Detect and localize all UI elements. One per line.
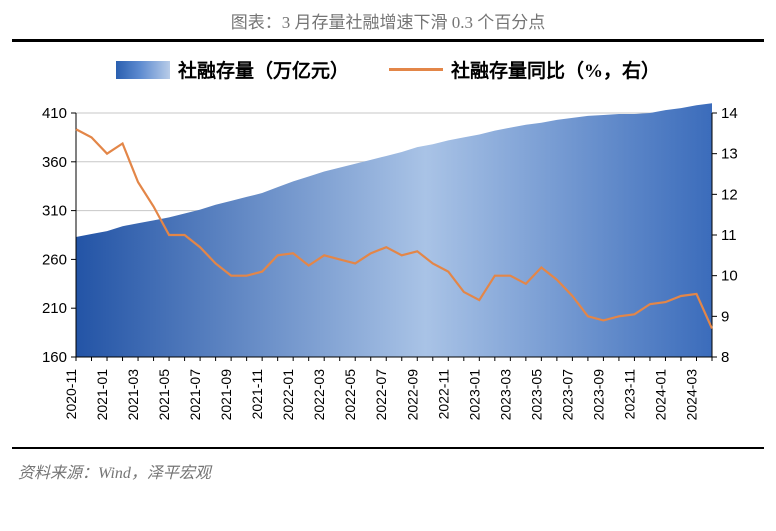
line-swatch-icon [389,68,443,71]
svg-text:2023-03: 2023-03 [497,369,513,421]
svg-text:10: 10 [721,268,738,285]
chart: 160 210 260 310 360 410 8 9 10 11 12 13 14 2020-11 202… [12,95,764,447]
svg-text:2022-01: 2022-01 [280,369,296,421]
svg-text:2023-01: 2023-01 [466,369,482,421]
svg-text:310: 310 [42,203,67,220]
chart-svg: 160 210 260 310 360 410 8 9 10 11 12 13 14 2020-11 202… [12,95,764,447]
svg-text:2021-03: 2021-03 [125,369,141,421]
svg-text:2024-03: 2024-03 [683,369,699,421]
svg-text:2021-11: 2021-11 [249,369,265,420]
svg-text:11: 11 [721,227,737,244]
svg-text:2020-11: 2020-11 [63,369,79,420]
svg-text:2021-07: 2021-07 [187,369,203,421]
svg-text:2023-09: 2023-09 [590,369,606,421]
svg-text:2022-09: 2022-09 [404,369,420,421]
area-swatch-icon [116,61,170,79]
legend: 社融存量（万亿元） 社融存量同比（%，右） [0,42,776,91]
svg-text:14: 14 [721,105,738,122]
legend-item-line: 社融存量同比（%，右） [389,56,660,83]
svg-text:2023-07: 2023-07 [559,369,575,421]
svg-text:2023-05: 2023-05 [528,369,544,421]
chart-title: 图表：3 月存量社融增速下滑 0.3 个百分点 [0,0,776,39]
svg-text:12: 12 [721,186,738,203]
svg-text:2023-11: 2023-11 [621,369,637,420]
svg-text:2022-03: 2022-03 [311,369,327,421]
svg-text:410: 410 [42,105,67,122]
svg-text:2021-09: 2021-09 [218,369,234,421]
svg-text:8: 8 [721,349,729,366]
bottom-rule [12,447,764,449]
svg-text:2021-05: 2021-05 [156,369,172,421]
svg-text:2022-11: 2022-11 [435,369,451,420]
legend-label-line: 社融存量同比（%，右） [451,56,660,83]
legend-item-area: 社融存量（万亿元） [116,56,349,83]
svg-text:2021-01: 2021-01 [94,369,110,421]
source-citation: 资料来源：Wind，泽平宏观 [0,453,776,483]
svg-text:2022-07: 2022-07 [373,369,389,421]
svg-text:210: 210 [42,300,67,317]
svg-text:360: 360 [42,154,67,171]
svg-text:2024-01: 2024-01 [652,369,668,421]
svg-text:9: 9 [721,308,729,325]
legend-label-area: 社融存量（万亿元） [178,56,349,83]
svg-text:160: 160 [42,349,67,366]
svg-text:2022-05: 2022-05 [342,369,358,421]
svg-text:13: 13 [721,146,738,163]
svg-text:260: 260 [42,251,67,268]
